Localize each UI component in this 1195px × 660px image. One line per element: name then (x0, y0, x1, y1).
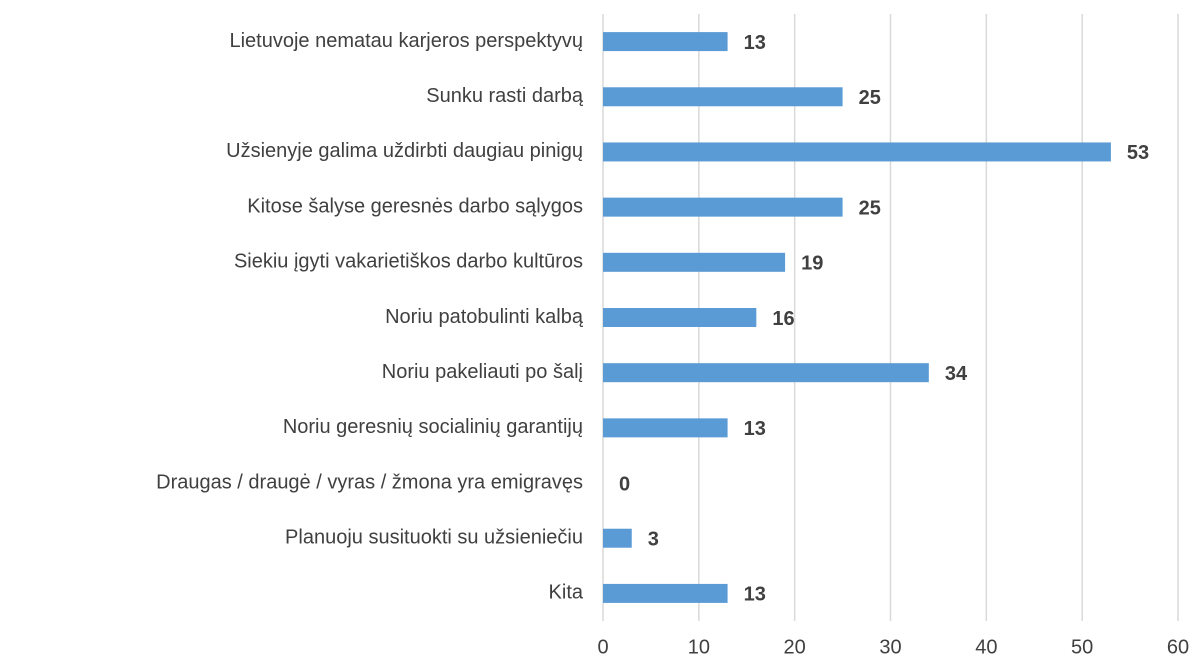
x-tick-label: 50 (1071, 636, 1093, 658)
y-tick-label: Draugas / draugė / vyras / žmona yra emi… (156, 471, 583, 493)
value-label: 0 (619, 473, 630, 495)
y-tick-label: Lietuvoje nematau karjeros perspektyvų (229, 30, 583, 52)
x-tick-label: 30 (879, 636, 901, 658)
x-tick-label: 60 (1167, 636, 1189, 658)
y-tick-label: Kita (549, 582, 584, 604)
y-tick-label: Kitose šalyse geresnės darbo sąlygos (247, 195, 583, 217)
bar (603, 528, 632, 548)
y-tick-label: Sunku rasti darbą (426, 85, 584, 107)
bar (603, 308, 757, 327)
value-label: 25 (859, 87, 881, 109)
y-tick-label: Planuoju susituokti su užsieniečiu (285, 527, 583, 549)
value-label: 13 (744, 584, 766, 606)
x-tick-label: 20 (784, 636, 806, 658)
x-tick-label: 0 (597, 636, 608, 658)
value-label: 3 (648, 529, 659, 551)
value-label: 25 (859, 197, 881, 219)
bar (603, 142, 1111, 162)
y-tick-label: Siekiu įgyti vakarietiškos darbo kultūro… (234, 251, 583, 273)
bar (603, 363, 929, 383)
bar (603, 252, 786, 272)
x-tick-label: 40 (975, 636, 997, 658)
value-label: 19 (801, 253, 823, 275)
value-label: 34 (945, 363, 968, 385)
value-label: 16 (772, 308, 794, 330)
value-label: 53 (1127, 142, 1149, 164)
value-label: 13 (744, 32, 766, 54)
bar (603, 418, 728, 438)
y-tick-label: Noriu geresnių socialinių garantijų (283, 416, 583, 438)
y-tick-label: Noriu pakeliauti po šalį (382, 361, 583, 383)
bar (603, 32, 728, 52)
value-label: 13 (744, 418, 766, 440)
y-tick-label: Noriu patobulinti kalbą (385, 306, 584, 328)
bar (603, 197, 843, 217)
x-tick-label: 10 (688, 636, 710, 658)
y-tick-label: Užsienyje galima uždirbti daugiau pinigų (226, 140, 583, 162)
bar (603, 87, 843, 107)
bar (603, 583, 728, 603)
